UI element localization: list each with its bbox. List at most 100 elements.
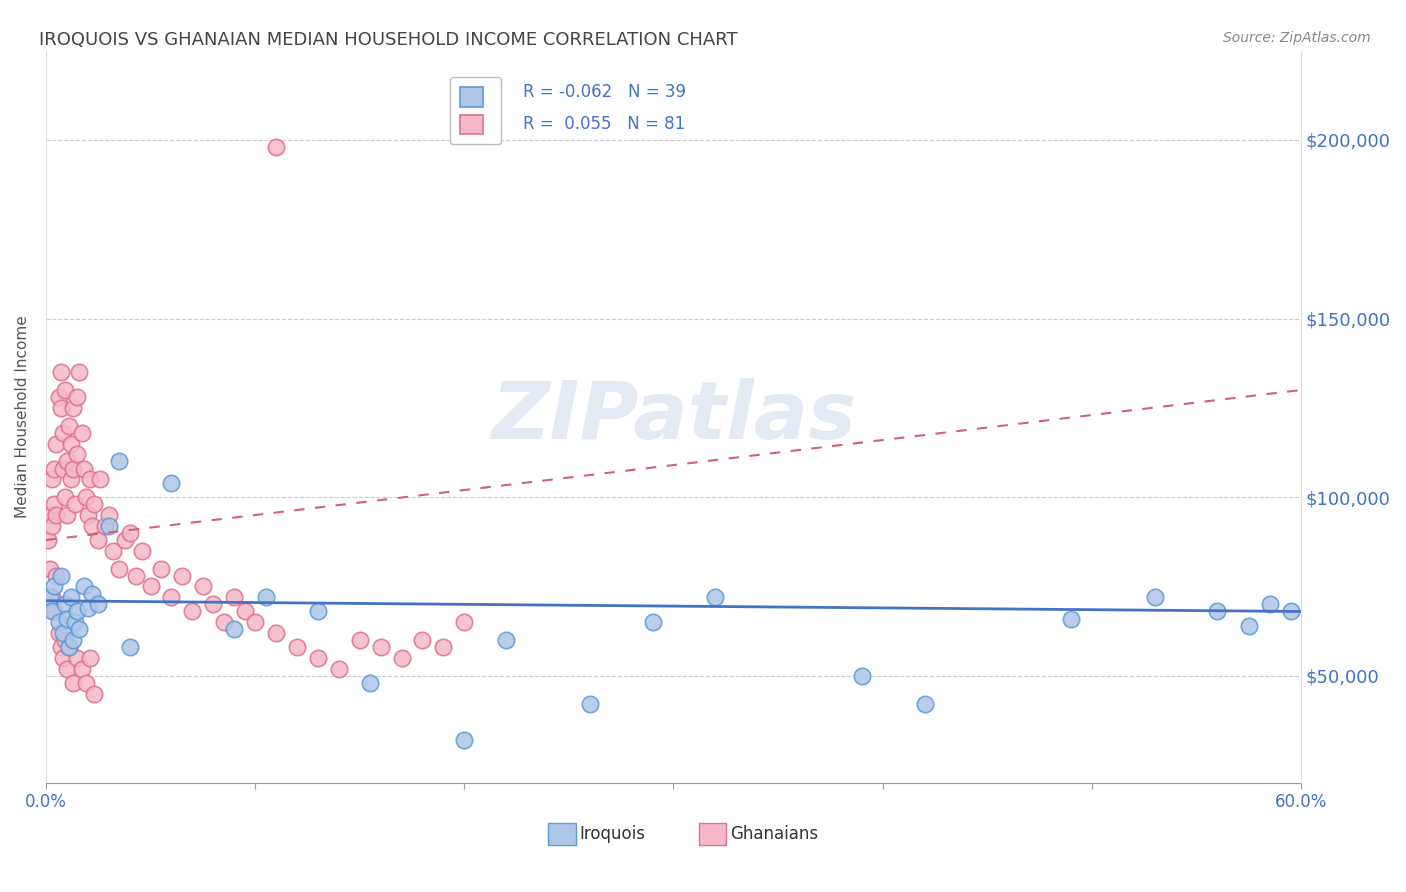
Point	[76, 601, 98, 615]
Point	[66, 605, 89, 619]
Point	[108, 454, 131, 468]
FancyBboxPatch shape	[548, 823, 575, 846]
Text: IROQUOIS VS GHANAIAN MEDIAN HOUSEHOLD INCOME CORRELATION CHART: IROQUOIS VS GHANAIAN MEDIAN HOUSEHOLD IN…	[39, 31, 738, 49]
Point	[83, 687, 105, 701]
Point	[160, 591, 183, 605]
Point	[62, 461, 84, 475]
Point	[411, 633, 433, 648]
Point	[432, 640, 454, 655]
Point	[191, 579, 214, 593]
Point	[131, 543, 153, 558]
Point	[1279, 605, 1302, 619]
Point	[1143, 591, 1166, 605]
Point	[914, 698, 936, 712]
Point	[58, 640, 80, 655]
Point	[44, 461, 66, 475]
Point	[1237, 619, 1260, 633]
Point	[83, 497, 105, 511]
Point	[118, 640, 141, 655]
Point	[60, 436, 83, 450]
Point	[56, 662, 79, 676]
Point	[704, 591, 727, 605]
Point	[62, 633, 84, 648]
Point	[65, 615, 87, 630]
Point	[79, 651, 101, 665]
Point	[70, 662, 93, 676]
Point	[49, 365, 72, 379]
Text: Ghanaians: Ghanaians	[730, 825, 818, 843]
Point	[39, 591, 62, 605]
Point	[53, 633, 76, 648]
Point	[62, 676, 84, 690]
Point	[264, 626, 287, 640]
Point	[39, 508, 62, 522]
Point	[48, 390, 70, 404]
Point	[114, 533, 136, 547]
Point	[391, 651, 413, 665]
Point	[108, 561, 131, 575]
Point	[70, 425, 93, 440]
Text: R =  0.055   N = 81: R = 0.055 N = 81	[523, 115, 685, 133]
Point	[72, 461, 94, 475]
Point	[1258, 598, 1281, 612]
Point	[150, 561, 173, 575]
Point	[641, 615, 664, 630]
Point	[101, 543, 124, 558]
Point	[56, 508, 79, 522]
Point	[52, 425, 75, 440]
Point	[72, 579, 94, 593]
Point	[851, 669, 873, 683]
Point	[45, 436, 67, 450]
Point	[87, 533, 110, 547]
Point	[76, 508, 98, 522]
Point	[75, 490, 97, 504]
Point	[39, 561, 62, 575]
Point	[453, 615, 475, 630]
Point	[58, 418, 80, 433]
Point	[45, 508, 67, 522]
Point	[224, 623, 246, 637]
Text: R = -0.062   N = 39: R = -0.062 N = 39	[523, 84, 686, 102]
Point	[233, 605, 256, 619]
Point	[125, 568, 148, 582]
Point	[56, 454, 79, 468]
Point	[48, 615, 70, 630]
Point	[118, 525, 141, 540]
Point	[53, 490, 76, 504]
Point	[160, 475, 183, 490]
Point	[349, 633, 371, 648]
Point	[41, 518, 63, 533]
Point	[53, 598, 76, 612]
Point	[52, 626, 75, 640]
Point	[87, 598, 110, 612]
FancyBboxPatch shape	[699, 823, 727, 846]
Point	[65, 497, 87, 511]
Point	[44, 579, 66, 593]
Point	[328, 662, 350, 676]
Point	[307, 651, 329, 665]
Point	[495, 633, 517, 648]
Point	[48, 626, 70, 640]
Point	[52, 461, 75, 475]
Legend: , : ,	[450, 78, 502, 145]
Text: Iroquois: Iroquois	[579, 825, 645, 843]
Point	[453, 733, 475, 747]
Point	[75, 676, 97, 690]
Point	[80, 518, 103, 533]
Point	[1060, 612, 1083, 626]
Point	[97, 508, 120, 522]
Point	[170, 568, 193, 582]
Point	[60, 591, 83, 605]
Point	[49, 401, 72, 415]
Point	[52, 651, 75, 665]
Point	[243, 615, 266, 630]
Point	[264, 140, 287, 154]
Point	[41, 591, 63, 605]
Point	[49, 568, 72, 582]
Point	[41, 605, 63, 619]
Point	[89, 472, 111, 486]
Point	[53, 383, 76, 397]
Point	[66, 447, 89, 461]
Point	[285, 640, 308, 655]
Y-axis label: Median Household Income: Median Household Income	[15, 316, 30, 518]
